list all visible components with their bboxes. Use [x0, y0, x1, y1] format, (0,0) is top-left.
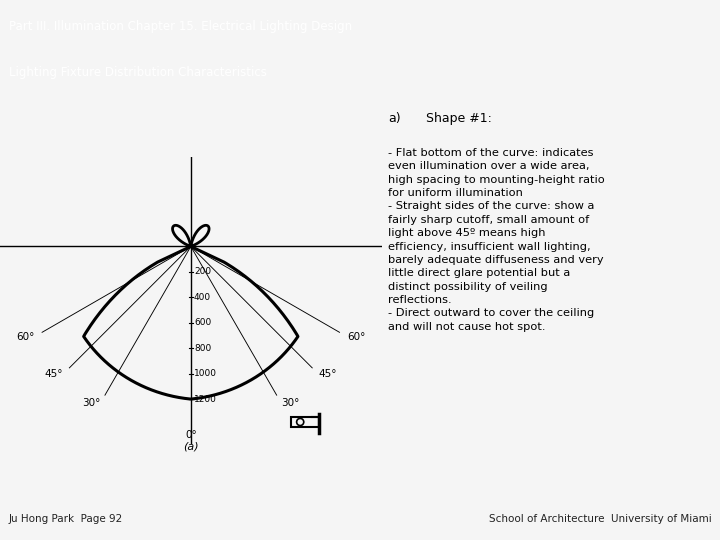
Text: - Flat bottom of the curve: indicates
even illumination over a wide area,
high s: - Flat bottom of the curve: indicates ev… [388, 148, 605, 332]
Text: 400: 400 [194, 293, 211, 302]
Text: 800: 800 [194, 344, 211, 353]
Text: 1000: 1000 [194, 369, 217, 378]
Text: 45°: 45° [45, 369, 63, 379]
Text: a): a) [388, 112, 401, 125]
Text: 1200: 1200 [194, 395, 217, 403]
Text: 60°: 60° [16, 332, 35, 342]
Text: 60°: 60° [347, 332, 366, 342]
Text: School of Architecture  University of Miami: School of Architecture University of Mia… [489, 514, 711, 524]
Text: 45°: 45° [318, 369, 337, 379]
Text: 600: 600 [194, 318, 211, 327]
Text: 0°: 0° [185, 430, 197, 440]
Text: 200: 200 [194, 267, 211, 276]
Text: (a): (a) [183, 441, 199, 451]
Text: 30°: 30° [281, 398, 300, 408]
Text: Shape #1:: Shape #1: [426, 112, 492, 125]
Text: Lighting Fixture Distribution Characteristics: Lighting Fixture Distribution Characteri… [9, 66, 266, 79]
Text: Part III. Illumination Chapter 15. Electrical Lighting Design: Part III. Illumination Chapter 15. Elect… [9, 21, 352, 33]
Text: 30°: 30° [82, 398, 101, 408]
Text: Ju Hong Park  Page 92: Ju Hong Park Page 92 [9, 514, 123, 524]
